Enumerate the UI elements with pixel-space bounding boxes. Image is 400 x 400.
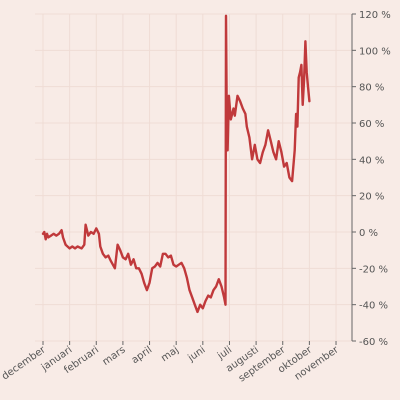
y-tick-label: 0 % <box>359 228 378 239</box>
y-tick-label: 60 % <box>359 119 384 130</box>
x-tick-label: april <box>130 344 154 366</box>
x-tick-label: juni <box>185 344 207 364</box>
x-tick-label: mars <box>101 344 128 367</box>
x-tick-label: maj <box>159 344 181 364</box>
y-tick-label: 80 % <box>359 83 384 94</box>
series-line <box>41 14 311 314</box>
y-axis <box>42 13 356 345</box>
series-line-group <box>41 14 311 314</box>
y-tick-label: -40 % <box>359 301 388 312</box>
y-tick-label: 40 % <box>359 155 384 166</box>
grid <box>35 13 352 342</box>
y-tick-label: -60 % <box>359 337 388 348</box>
y-tick-label: -20 % <box>359 264 388 275</box>
y-tick-label: 20 % <box>359 192 384 203</box>
y-tick-label: 120 % <box>359 10 391 21</box>
y-tick-labels: -60 % -40 % -20 % 0 % 20 % 40 % 60 % 80 % 100 % 1… <box>359 10 391 348</box>
y-tick-label: 100 % <box>359 46 391 57</box>
